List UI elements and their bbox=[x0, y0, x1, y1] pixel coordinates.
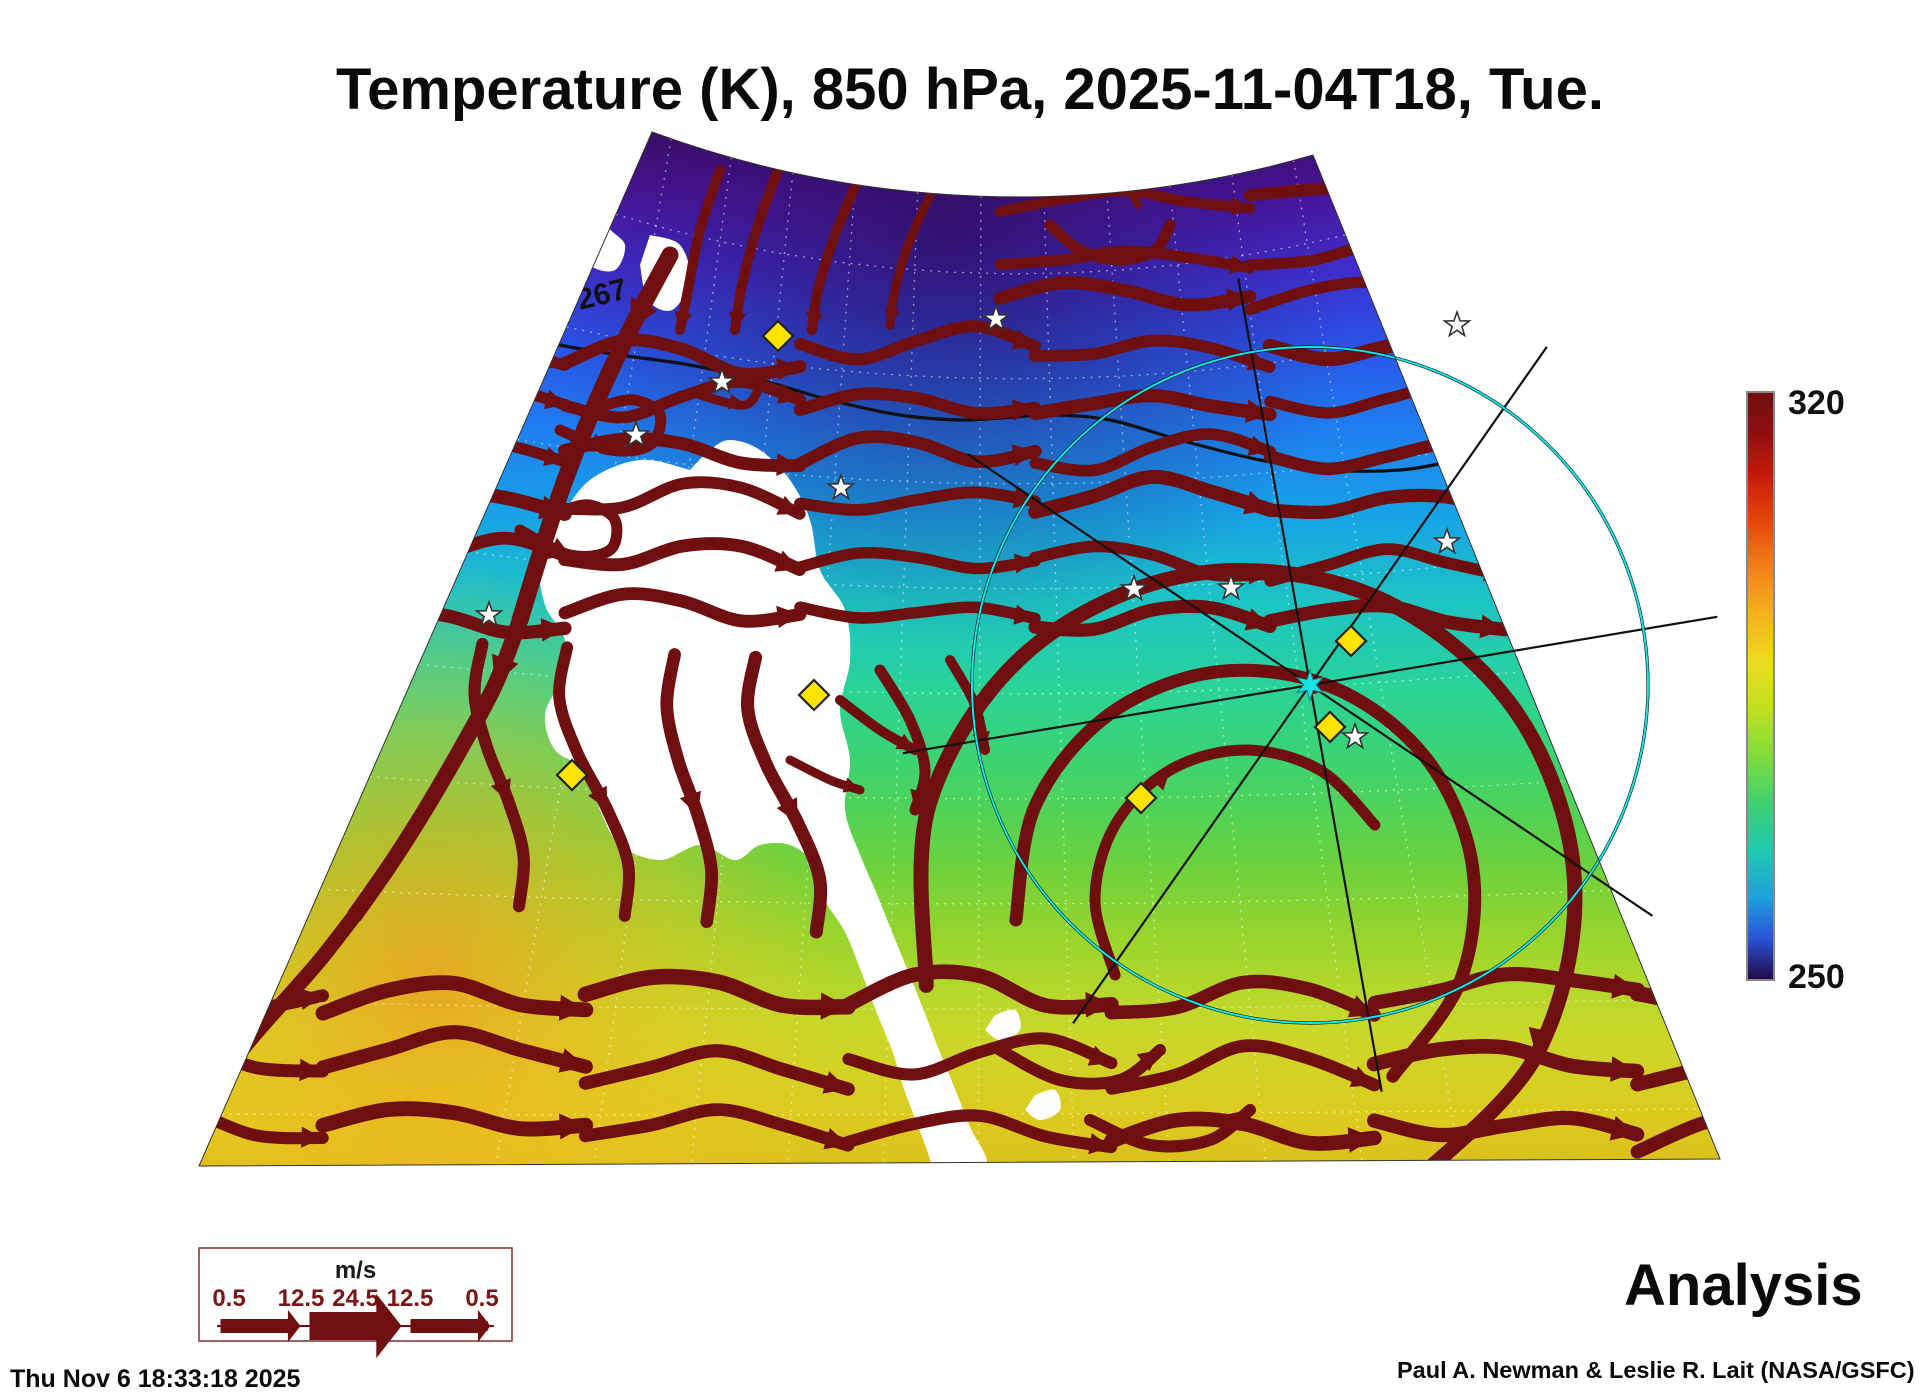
svg-text:250: 250 bbox=[1788, 958, 1845, 996]
svg-text:m/s: m/s bbox=[335, 1257, 376, 1284]
svg-text:0.5: 0.5 bbox=[465, 1285, 498, 1312]
svg-text:Analysis: Analysis bbox=[1624, 1253, 1863, 1318]
svg-text:12.5: 12.5 bbox=[278, 1285, 325, 1312]
svg-text:24.5: 24.5 bbox=[332, 1285, 379, 1312]
svg-text:Paul A. Newman & Leslie R. Lai: Paul A. Newman & Leslie R. Lait (NASA/GS… bbox=[1397, 1357, 1915, 1383]
svg-text:320: 320 bbox=[1788, 384, 1845, 422]
svg-text:0.5: 0.5 bbox=[212, 1285, 245, 1312]
svg-text:Temperature (K), 850 hPa, 2025: Temperature (K), 850 hPa, 2025-11-04T18,… bbox=[336, 57, 1604, 122]
svg-text:12.5: 12.5 bbox=[387, 1285, 434, 1312]
svg-text:Thu Nov 6 18:33:18 2025: Thu Nov 6 18:33:18 2025 bbox=[10, 1365, 301, 1393]
